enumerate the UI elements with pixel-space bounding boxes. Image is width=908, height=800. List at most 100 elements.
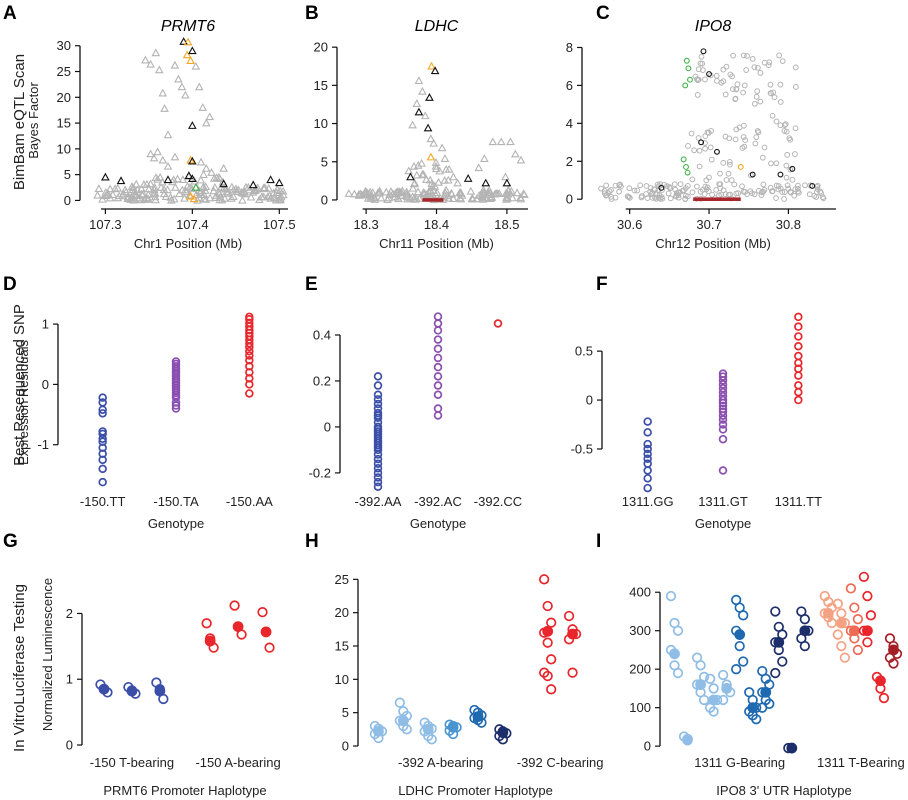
panel-c-snp-marker xyxy=(700,67,706,73)
panel-i-replicate-point xyxy=(708,706,719,717)
panel-c-snp-marker xyxy=(695,77,701,84)
panel-a-snp-marker xyxy=(154,65,164,74)
panel-b-snp-marker xyxy=(409,161,419,170)
panel-letter-g: G xyxy=(3,531,18,552)
panel-a-snp-marker xyxy=(178,185,187,194)
panel-a-snp-marker-orange xyxy=(182,50,192,59)
panel-i-group-label-0: 1311 G-Bearing xyxy=(694,755,785,770)
panel-c-snp-marker-green xyxy=(685,65,692,72)
panel-a-snp-marker xyxy=(151,48,161,57)
panel-c-snp-marker xyxy=(787,188,794,195)
panel-c-snp-marker xyxy=(656,192,663,199)
panel-a-snp-marker xyxy=(120,185,130,194)
panel-c-x-tick-label: 30.8 xyxy=(776,217,801,232)
panel-c-snp-marker xyxy=(753,134,760,141)
panel-c-snp-marker xyxy=(744,52,750,59)
panel-a-snp-marker xyxy=(273,190,283,199)
panel-c-snp-marker xyxy=(732,136,739,143)
panel-b-snp-marker xyxy=(376,193,386,202)
panel-a-y-tick-label: 15 xyxy=(57,116,71,131)
panel-a-snp-marker xyxy=(178,175,188,183)
panel-c-y-tick-label: 4 xyxy=(566,116,573,131)
panel-d-point-purple xyxy=(171,393,181,402)
panel-a-snp-marker xyxy=(113,183,123,192)
panel-c-snp-marker xyxy=(795,188,801,195)
panel-f-y-tick-label: -0.5 xyxy=(571,441,593,456)
panel-c-snp-marker xyxy=(671,181,678,188)
panel-i-replicate-point xyxy=(845,583,857,594)
panel-c-snp-marker xyxy=(638,194,645,201)
panel-b-snp-marker-black xyxy=(406,172,415,181)
panel-h-x-label: LDHC Promoter Haplotype xyxy=(398,783,553,798)
panel-b-snp-marker xyxy=(494,189,504,197)
panel-g-mean-point xyxy=(232,621,244,633)
panel-e-point-blue xyxy=(373,390,383,400)
panel-a-snp-marker xyxy=(146,149,155,158)
panel-c-snp-marker xyxy=(740,89,747,96)
panel-a-snp-marker xyxy=(175,189,184,198)
panel-b-snp-marker xyxy=(375,186,384,195)
panel-a-snp-marker xyxy=(163,161,173,170)
panel-g-y-tick-label: 0 xyxy=(66,738,73,753)
panel-i-mean-point xyxy=(682,733,693,745)
panel-c-snp-marker xyxy=(728,177,735,184)
panel-d-point-purple xyxy=(171,401,181,410)
panel-i-replicate-point xyxy=(862,637,873,648)
panel-a-snp-marker-green xyxy=(191,182,201,191)
panel-b-x-tick-label: 18.5 xyxy=(494,217,519,232)
panel-a-snp-marker xyxy=(215,192,225,201)
panel-a-snp-marker xyxy=(153,147,162,156)
panel-a-snp-marker xyxy=(98,194,107,203)
panel-c-snp-marker xyxy=(768,160,774,167)
panel-c-snp-marker xyxy=(751,64,758,71)
panel-e-point-purple xyxy=(433,372,443,381)
panel-d-point-red xyxy=(245,389,254,398)
panel-c-snp-marker-black xyxy=(698,139,705,146)
panel-b-x-label: Chr11 Position (Mb) xyxy=(379,236,494,251)
panel-e-point-blue xyxy=(373,381,383,390)
panel-h-replicate-point xyxy=(563,610,575,622)
panel-e-point-purple xyxy=(433,381,443,390)
panel-c-snp-marker xyxy=(781,128,788,134)
panel-a-snp-marker-black xyxy=(188,121,197,129)
panel-g-mean-point xyxy=(204,635,216,647)
panel-a-snp-marker xyxy=(198,103,208,111)
panel-i-replicate-point xyxy=(832,598,843,609)
panel-a-snp-marker xyxy=(183,181,192,190)
panel-c-snp-marker xyxy=(733,86,740,93)
panel-a-snp-marker xyxy=(205,112,215,121)
panel-a-snp-marker xyxy=(196,175,206,184)
panel-i-replicate-point xyxy=(832,629,843,640)
panel-d-category-label: -150.TT xyxy=(80,494,126,509)
panel-d-point-blue xyxy=(98,429,107,439)
panel-c-snp-marker xyxy=(731,181,738,188)
panel-a-snp-marker-black xyxy=(163,175,173,184)
panel-b-snp-marker xyxy=(385,190,394,198)
panel-c-snp-marker xyxy=(695,66,702,73)
panel-c-snp-marker xyxy=(626,185,633,192)
panel-b-snp-marker xyxy=(414,76,424,85)
panel-c-snp-marker xyxy=(702,133,709,139)
panel-e-point-blue xyxy=(373,468,383,478)
panel-b-snp-marker xyxy=(439,192,448,201)
panel-d-prmt6-genotype: -1 0 1 -150.TT -150.TA -150.AA Genotype Express… xyxy=(16,312,273,531)
panel-f-point-blue xyxy=(643,417,652,426)
panel-f-point-blue xyxy=(643,474,652,483)
panel-c-snp-marker xyxy=(723,63,730,70)
panel-c-snp-marker xyxy=(725,170,732,177)
panel-f-category-label: 1311.GT xyxy=(698,494,748,509)
panel-i-replicate-point xyxy=(751,714,762,725)
panel-d-point-purple xyxy=(171,404,181,413)
panel-a-snp-marker xyxy=(138,189,148,198)
row-label-luciferase: In VitroLuciferase Testing xyxy=(11,584,28,752)
panel-c-snp-marker-green xyxy=(680,156,687,163)
panel-c-snp-marker xyxy=(697,60,704,67)
panel-h-y-tick-label: 10 xyxy=(335,672,349,687)
panel-i-replicate-point xyxy=(888,658,899,669)
panel-i-replicate-point xyxy=(718,694,729,706)
panel-i-replicate-point xyxy=(799,614,811,625)
panel-letter-h: H xyxy=(305,531,319,552)
panel-e-y-tick-label: 0.4 xyxy=(313,327,331,342)
panel-b-snp-marker xyxy=(510,149,520,158)
